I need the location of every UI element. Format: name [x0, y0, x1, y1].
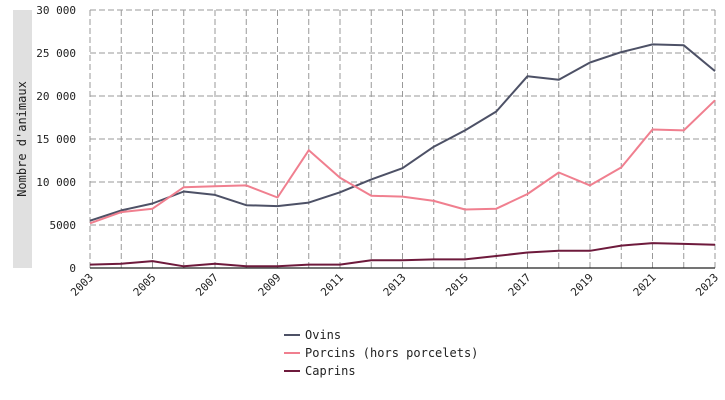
- y-tick-label: 30 000: [36, 4, 76, 17]
- y-tick-label: 10 000: [36, 176, 76, 189]
- legend-item: Porcins (hors porcelets): [284, 344, 478, 362]
- x-tick-label: 2003: [68, 271, 96, 299]
- y-tick-label: 20 000: [36, 90, 76, 103]
- y-tick-label: 25 000: [36, 47, 76, 60]
- legend-swatch: [284, 352, 300, 354]
- x-tick-label: 2015: [443, 271, 471, 299]
- series-line-caprins: [89, 242, 716, 268]
- legend-label: Ovins: [305, 328, 342, 342]
- legend-swatch: [284, 370, 300, 372]
- x-tick-label: 2011: [318, 271, 346, 299]
- x-tick-label: 2021: [631, 271, 659, 299]
- x-tick-label: 2005: [131, 271, 159, 299]
- legend-item: Ovins: [284, 326, 478, 344]
- x-tick-label: 2007: [193, 271, 221, 299]
- series-line-ovins: [89, 43, 716, 222]
- legend-label: Porcins (hors porcelets): [305, 346, 479, 360]
- y-axis-label-band: [13, 10, 32, 268]
- x-tick-label: 2017: [506, 271, 534, 299]
- y-tick-label: 5000: [50, 219, 77, 232]
- legend-label: Caprins: [305, 364, 356, 378]
- legend: Ovins Porcins (hors porcelets) Caprins: [284, 326, 478, 380]
- legend-swatch: [284, 334, 300, 336]
- series-line-porcins: [89, 99, 716, 225]
- x-tick-label: 2009: [256, 271, 284, 299]
- x-tick-label: 2013: [381, 271, 409, 299]
- x-tick-label: 2019: [568, 271, 596, 299]
- legend-item: Caprins: [284, 362, 478, 380]
- x-tick-label: 2023: [693, 271, 721, 299]
- y-tick-label: 15 000: [36, 133, 76, 146]
- y-tick-label: 0: [69, 262, 76, 275]
